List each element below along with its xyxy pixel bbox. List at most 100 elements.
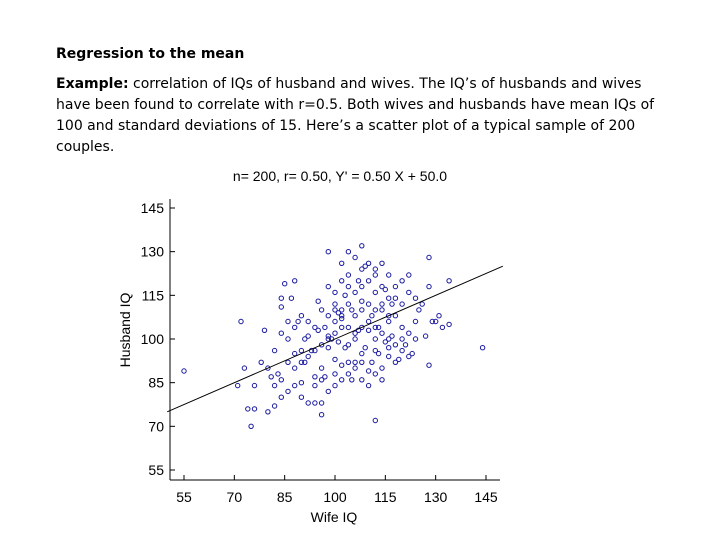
data-point (285, 336, 291, 342)
x-tick-label: 55 (176, 489, 192, 505)
data-point (365, 382, 372, 389)
data-point (318, 400, 325, 406)
data-point (439, 324, 446, 331)
data-point (379, 377, 385, 383)
data-point (302, 336, 308, 342)
data-point (352, 365, 358, 371)
data-point (345, 371, 352, 377)
data-point (251, 382, 258, 389)
data-point (372, 272, 378, 278)
x-tick-label: 130 (424, 489, 448, 505)
data-point (365, 260, 372, 266)
data-point (399, 347, 405, 354)
data-point (345, 342, 352, 348)
data-point (359, 359, 365, 365)
data-point (315, 327, 321, 333)
data-point (402, 342, 409, 348)
data-point (386, 318, 392, 325)
data-point (372, 289, 378, 296)
x-tick-label: 145 (474, 489, 498, 505)
x-tick-label: 115 (374, 489, 397, 505)
data-point (359, 377, 365, 383)
data-point (369, 313, 375, 319)
data-point (245, 406, 251, 412)
data-point (345, 359, 352, 365)
data-point (479, 345, 486, 351)
data-point (339, 377, 345, 383)
data-point (345, 283, 352, 290)
data-point (305, 318, 311, 325)
data-point (382, 286, 388, 293)
data-point (349, 377, 355, 383)
data-point (271, 382, 278, 389)
data-point (285, 388, 291, 395)
data-point (386, 295, 392, 301)
chart-title: n= 200, r= 0.50, Y' = 0.50 X + 50.0 (233, 168, 447, 184)
data-point (292, 382, 298, 389)
data-point (342, 292, 348, 298)
data-point (359, 298, 365, 304)
x-tick-label: 100 (323, 489, 347, 505)
data-point (382, 339, 388, 345)
data-point (298, 359, 305, 365)
data-point (406, 353, 412, 360)
y-tick-label: 100 (141, 331, 165, 347)
data-point (235, 382, 241, 389)
data-point (335, 310, 342, 316)
data-point (278, 377, 284, 383)
chart-regression (167, 265, 503, 413)
data-point (312, 347, 318, 354)
data-point (419, 301, 425, 307)
data-point (375, 324, 382, 331)
data-point (372, 307, 378, 313)
data-point (345, 324, 352, 331)
data-point (352, 254, 358, 261)
data-point (349, 307, 355, 313)
x-tick-label: 70 (227, 489, 243, 505)
data-point (345, 272, 352, 278)
data-point (292, 350, 298, 357)
data-point (426, 362, 432, 368)
data-point (399, 301, 405, 307)
data-point (372, 417, 378, 424)
data-point (339, 315, 345, 322)
intro-paragraph: Example: correlation of IQs of husband a… (56, 74, 666, 158)
data-point (359, 243, 365, 249)
data-point (429, 318, 435, 325)
data-point (399, 336, 405, 342)
data-point (342, 345, 348, 351)
data-point (248, 423, 254, 429)
data-point (339, 362, 345, 368)
data-point (355, 278, 362, 284)
data-point (298, 347, 305, 354)
data-point (392, 283, 399, 290)
data-point (406, 330, 412, 336)
data-point (362, 345, 368, 351)
data-point (372, 336, 378, 342)
data-point (386, 353, 392, 360)
data-point (318, 307, 325, 313)
x-tick-label: 85 (277, 489, 293, 505)
data-point (325, 345, 331, 351)
data-point (285, 359, 291, 365)
y-tick-label: 55 (148, 462, 164, 478)
data-point (339, 324, 345, 331)
data-point (325, 336, 331, 342)
regression-line (167, 265, 503, 413)
data-point (268, 374, 274, 380)
data-point (446, 278, 452, 284)
chart-points (181, 243, 486, 429)
data-point (369, 359, 375, 365)
y-tick-label: 130 (141, 244, 165, 260)
y-tick-label: 70 (148, 418, 164, 434)
data-point (298, 394, 305, 400)
data-point (352, 289, 358, 296)
data-point (412, 336, 419, 342)
data-point (365, 368, 372, 374)
slide-title: Regression to the mean (56, 46, 245, 62)
data-point (285, 318, 291, 325)
data-point (365, 301, 372, 307)
data-point (271, 403, 278, 409)
data-point (379, 307, 385, 313)
